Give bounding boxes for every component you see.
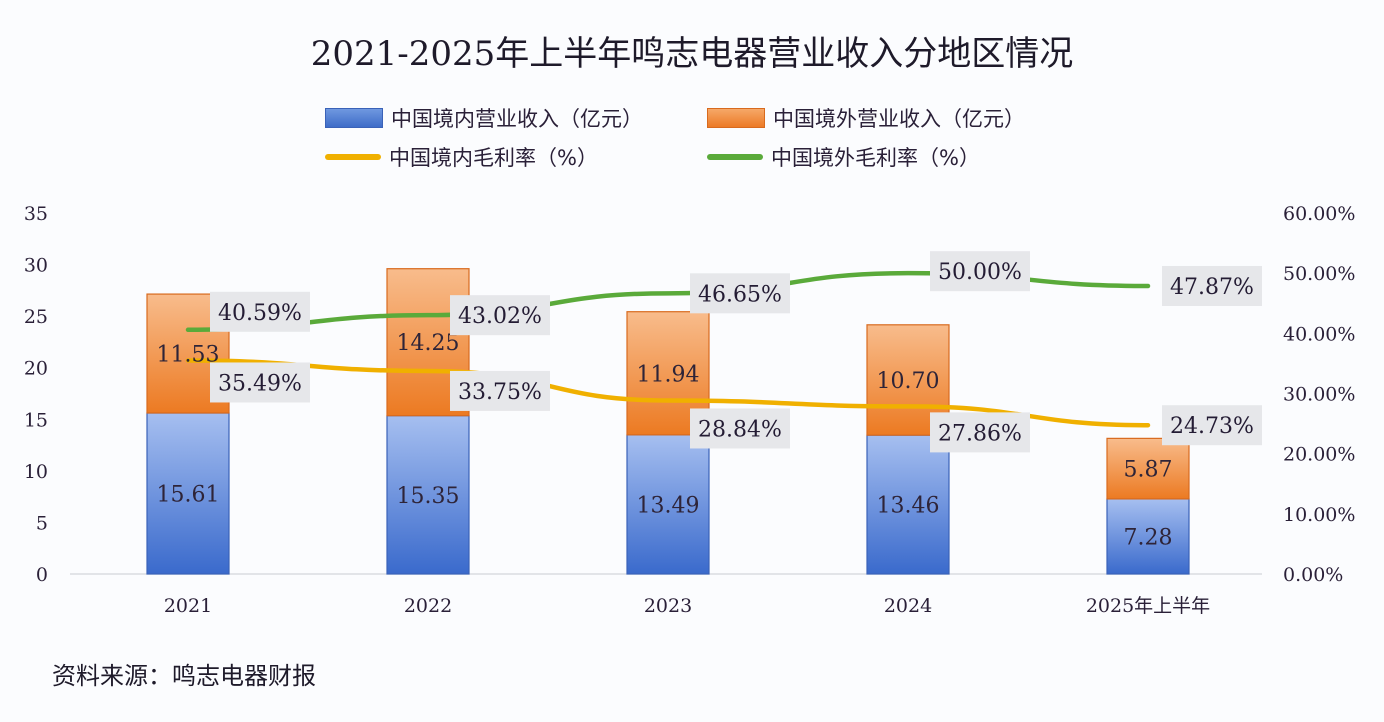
bar-domestic-revenue: [1106, 498, 1190, 575]
line-value-label-box: [1162, 405, 1262, 446]
legend-swatch-green-line: [707, 154, 763, 160]
left-axis-tick-label: 10: [24, 461, 48, 483]
left-axis-tick-label: 30: [24, 255, 48, 277]
source-note: 资料来源：鸣志电器财报: [52, 662, 316, 690]
legend-domestic-margin: 中国境内毛利率（%）: [325, 142, 598, 172]
left-axis-tick-label: 20: [24, 358, 48, 380]
bar-value-label: 13.49: [637, 493, 700, 518]
line-value-label-box: [450, 370, 550, 411]
x-axis-category-label: 2024: [884, 595, 932, 617]
bar-value-label: 11.53: [157, 343, 220, 368]
right-axis-tick-label: 40.00%: [1283, 323, 1355, 345]
x-axis-category-label: 2025年上半年: [1086, 595, 1210, 617]
bar-value-label: 10.70: [877, 369, 940, 394]
bar-value-label: 11.94: [637, 362, 700, 387]
line-value-label: 50.00%: [938, 260, 1022, 285]
legend-label: 中国境外毛利率（%）: [771, 146, 980, 170]
line-value-label-box: [210, 291, 310, 332]
bar-value-label: 14.25: [397, 331, 460, 356]
bar-domestic-revenue: [866, 434, 950, 575]
right-axis-tick-label: 0.00%: [1283, 564, 1343, 586]
bar-value-label: 15.61: [157, 482, 220, 507]
line-value-label: 35.49%: [218, 371, 302, 396]
right-axis-tick-label: 60.00%: [1283, 203, 1355, 225]
legend-label: 中国境内毛利率（%）: [389, 146, 598, 170]
right-axis-tick-label: 30.00%: [1283, 384, 1355, 406]
bar-domestic-revenue: [146, 412, 230, 575]
left-axis-tick-label: 15: [24, 409, 48, 431]
bar-value-label: 7.28: [1124, 525, 1173, 550]
line-value-label-box: [690, 273, 790, 314]
line-value-label: 33.75%: [458, 380, 542, 405]
line-value-label: 47.87%: [1170, 275, 1254, 300]
bar-value-label: 15.35: [397, 484, 460, 509]
bar-value-label: 13.46: [877, 494, 940, 519]
chart-title: 2021-2025年上半年鸣志电器营业收入分地区情况: [310, 34, 1074, 74]
legend-label: 中国境外营业收入（亿元）: [773, 107, 1025, 131]
legend-label: 中国境内营业收入（亿元）: [391, 107, 643, 131]
line-value-label-box: [450, 295, 550, 336]
line-value-label-box: [690, 408, 790, 449]
line-value-label: 27.86%: [938, 421, 1022, 446]
line-value-label: 40.59%: [218, 301, 302, 326]
bar-domestic-revenue: [626, 434, 710, 575]
legend-overseas-margin: 中国境外毛利率（%）: [707, 142, 980, 172]
line-domestic-margin: [185, 358, 1151, 428]
left-axis-tick-label: 35: [24, 203, 48, 225]
line-value-label: 43.02%: [458, 304, 542, 329]
legend-swatch-orange: [707, 108, 765, 128]
right-axis-tick-label: 10.00%: [1283, 504, 1355, 526]
x-axis-category-label: 2021: [164, 595, 212, 617]
line-value-label-box: [210, 362, 310, 403]
line-value-label-box: [930, 251, 1030, 292]
legend-overseas-revenue: 中国境外营业收入（亿元）: [707, 103, 1025, 133]
right-axis-tick-label: 20.00%: [1283, 444, 1355, 466]
left-axis-tick-label: 5: [36, 512, 48, 534]
legend-domestic-revenue: 中国境内营业收入（亿元）: [325, 103, 643, 133]
legend-swatch-yellow-line: [325, 154, 381, 160]
x-axis-category-label: 2023: [644, 595, 692, 617]
line-value-label: 24.73%: [1170, 414, 1254, 439]
left-axis-tick-label: 0: [36, 564, 48, 586]
line-value-label-box: [1162, 265, 1262, 306]
bar-overseas-revenue: [1106, 437, 1190, 500]
line-value-label-box: [930, 412, 1030, 453]
bar-value-label: 5.87: [1124, 458, 1173, 483]
line-value-label: 46.65%: [698, 282, 782, 307]
left-axis-tick-label: 25: [24, 306, 48, 328]
line-value-label: 28.84%: [698, 417, 782, 442]
x-axis-category-label: 2022: [404, 595, 452, 617]
bar-domestic-revenue: [386, 415, 470, 575]
legend-swatch-blue: [325, 108, 383, 128]
right-axis-tick-label: 50.00%: [1283, 263, 1355, 285]
